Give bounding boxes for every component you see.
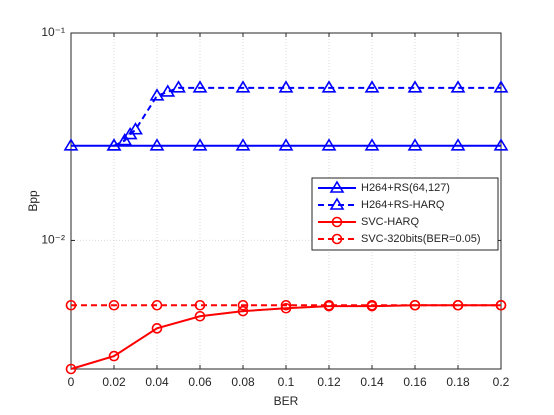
marker — [171, 80, 186, 93]
x-tick-label: 0.02 — [102, 375, 126, 389]
marker — [364, 138, 380, 151]
y-tick-label: 10⁻² — [41, 233, 65, 247]
marker — [329, 197, 345, 210]
marker — [323, 299, 335, 311]
x-tick-label: 0.04 — [145, 375, 169, 389]
x-tick-label: 0.14 — [360, 375, 384, 389]
marker — [493, 80, 509, 93]
marker — [106, 138, 122, 151]
marker — [235, 138, 251, 151]
marker — [108, 299, 120, 311]
marker — [495, 299, 507, 311]
marker — [194, 299, 206, 311]
marker — [65, 299, 77, 311]
marker — [278, 80, 294, 93]
marker — [329, 180, 345, 193]
marker — [128, 122, 143, 135]
legend-label: H264+RS(64,127) — [361, 182, 450, 194]
x-tick-label: 0.2 — [493, 375, 510, 389]
marker — [321, 80, 337, 93]
plot-frame — [70, 32, 502, 370]
marker — [151, 323, 163, 334]
x-tick-label: 0.18 — [446, 375, 470, 389]
marker — [65, 363, 77, 375]
x-tick-label: 0.1 — [278, 375, 295, 389]
marker — [366, 299, 378, 311]
marker — [450, 80, 466, 93]
y-axis-label: Bpp — [26, 190, 40, 212]
marker — [237, 305, 249, 317]
series-line — [70, 304, 501, 370]
marker — [235, 80, 251, 93]
marker — [280, 302, 292, 314]
y-tick-label: 10⁻¹ — [41, 25, 65, 39]
marker — [493, 138, 509, 151]
legend-label: SVC-HARQ — [361, 216, 420, 228]
x-tick-label: 0 — [68, 375, 75, 389]
x-tick-label: 0.12 — [317, 375, 341, 389]
marker — [278, 138, 294, 151]
marker — [194, 310, 206, 322]
marker — [63, 138, 79, 151]
marker — [364, 80, 380, 93]
marker — [117, 133, 133, 146]
marker — [452, 299, 464, 311]
marker — [160, 84, 176, 97]
marker — [321, 138, 337, 151]
marker — [280, 299, 292, 311]
x-axis-label: BER — [274, 394, 299, 408]
x-tick-label: 0.08 — [231, 375, 255, 389]
legend-label: H264+RS-HARQ — [361, 199, 445, 211]
marker — [108, 350, 120, 362]
marker — [407, 138, 423, 151]
marker — [331, 233, 343, 245]
marker — [192, 80, 208, 93]
marker — [409, 299, 421, 311]
legend-label: SVC-320bits(BER=0.05) — [361, 233, 481, 245]
x-tick-label: 0.06 — [188, 375, 212, 389]
marker — [331, 216, 343, 228]
marker — [149, 88, 165, 101]
marker — [149, 138, 165, 151]
marker — [450, 138, 466, 151]
x-tick-label: 0.16 — [403, 375, 427, 389]
marker — [151, 299, 163, 311]
marker — [237, 299, 249, 311]
marker — [192, 138, 208, 151]
marker — [407, 80, 423, 93]
